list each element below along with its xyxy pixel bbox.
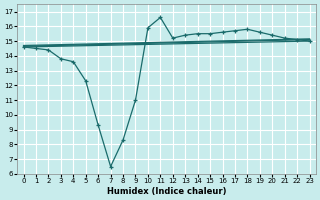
X-axis label: Humidex (Indice chaleur): Humidex (Indice chaleur) bbox=[107, 187, 226, 196]
